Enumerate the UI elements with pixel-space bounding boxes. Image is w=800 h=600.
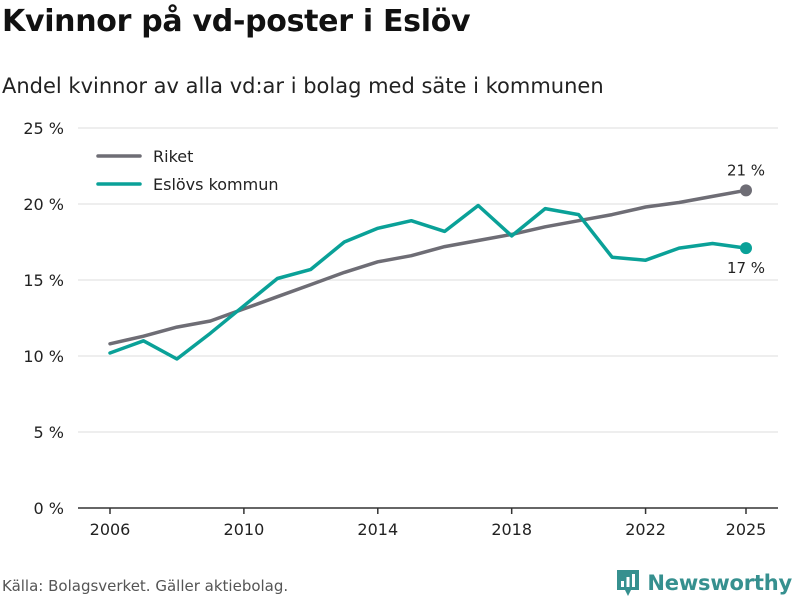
series-line-eslov <box>108 203 748 361</box>
newsworthy-logo-icon <box>617 570 640 596</box>
x-tick-label: 2025 <box>726 520 767 539</box>
y-tick-label: 25 % <box>23 119 64 138</box>
brand-logo[interactable]: Newsworthy <box>615 568 792 598</box>
end-point-riket <box>740 184 752 197</box>
brand-name: Newsworthy <box>647 571 792 595</box>
end-labels: 21 % 17 % <box>727 161 765 277</box>
source-note: Källa: Bolagsverket. Gäller aktiebolag. <box>2 577 289 595</box>
x-tick-label: 2010 <box>224 520 265 539</box>
y-tick-label: 10 % <box>23 347 64 366</box>
y-tick-label: 5 % <box>34 423 64 442</box>
x-tick-label: 2018 <box>491 520 532 539</box>
end-label-eslov: 17 % <box>727 259 765 277</box>
y-tick-label: 15 % <box>23 271 64 290</box>
x-tick-label: 2006 <box>90 520 131 539</box>
legend-label-eslov: Eslövs kommun <box>153 175 279 194</box>
legend: Riket Eslövs kommun <box>96 147 279 194</box>
y-tick-label: 20 % <box>23 195 64 214</box>
y-tick-label: 0 % <box>34 499 64 518</box>
gridlines <box>78 127 778 433</box>
series-line-riket <box>108 188 748 346</box>
end-point-eslov <box>740 242 752 255</box>
x-tick-label: 2022 <box>625 520 666 539</box>
legend-label-riket: Riket <box>153 147 193 166</box>
chart-subtitle: Andel kvinnor av alla vd:ar i bolag med … <box>2 74 604 98</box>
end-label-riket: 21 % <box>727 161 765 179</box>
chart-title: Kvinnor på vd-poster i Eslöv <box>2 4 471 39</box>
line-chart: 0 % 5 % 10 % 15 % 20 % 25 % 2006 2010 2014 2018 20… <box>23 119 778 539</box>
series-lines <box>108 184 752 361</box>
x-tick-label: 2014 <box>357 520 398 539</box>
axes: 0 % 5 % 10 % 15 % 20 % 25 % 2006 2010 2014 2018 20… <box>23 119 778 539</box>
